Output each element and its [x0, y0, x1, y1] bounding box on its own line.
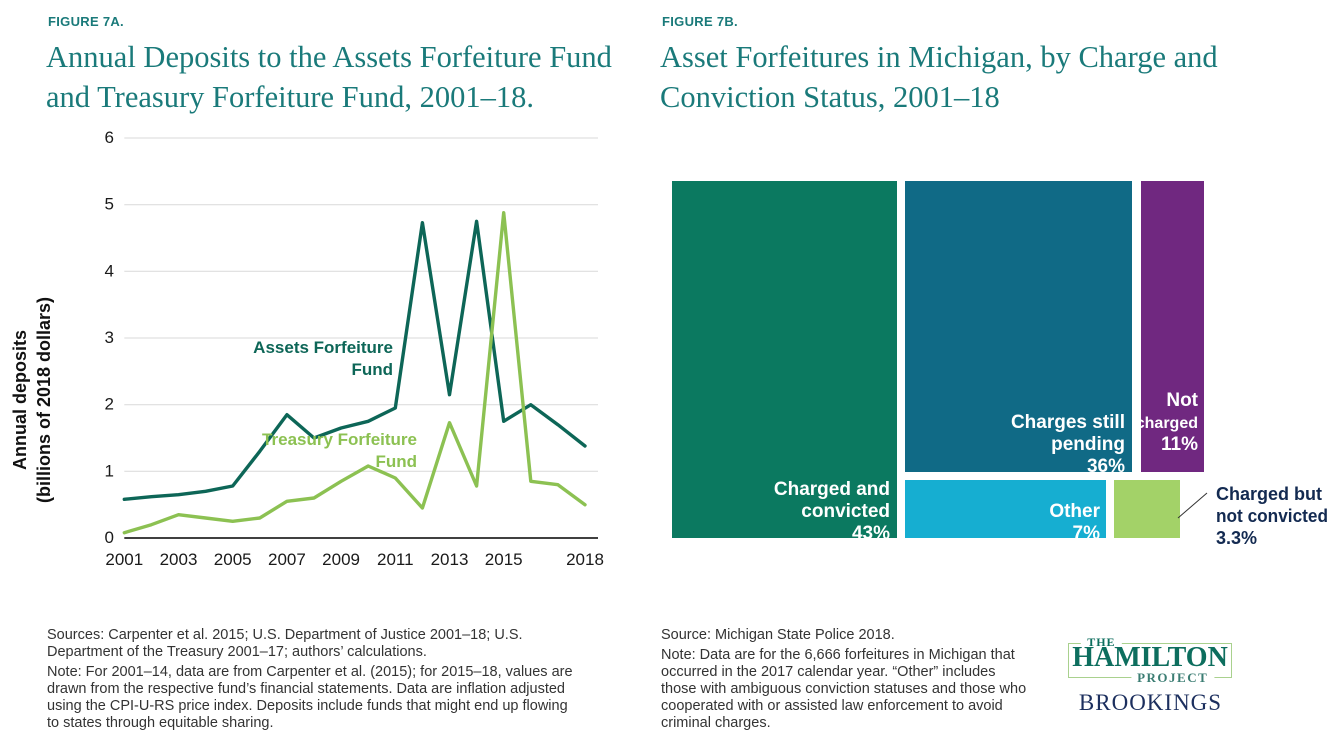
svg-text:charged: charged: [1136, 415, 1198, 432]
svg-text:Not: Not: [1166, 390, 1198, 411]
svg-text:36%: 36%: [1087, 456, 1125, 477]
svg-text:pending: pending: [1051, 434, 1125, 455]
svg-text:43%: 43%: [852, 523, 890, 544]
svg-text:not convicted: not convicted: [1216, 506, 1328, 526]
svg-text:Charges still: Charges still: [1011, 412, 1125, 433]
svg-text:convicted: convicted: [801, 501, 890, 522]
svg-text:3.3%: 3.3%: [1216, 528, 1257, 548]
svg-text:7%: 7%: [1073, 523, 1101, 544]
svg-text:Charged but: Charged but: [1216, 484, 1322, 504]
svg-text:Charged and: Charged and: [774, 479, 890, 500]
svg-text:11%: 11%: [1161, 434, 1198, 455]
svg-text:Other: Other: [1049, 501, 1100, 522]
